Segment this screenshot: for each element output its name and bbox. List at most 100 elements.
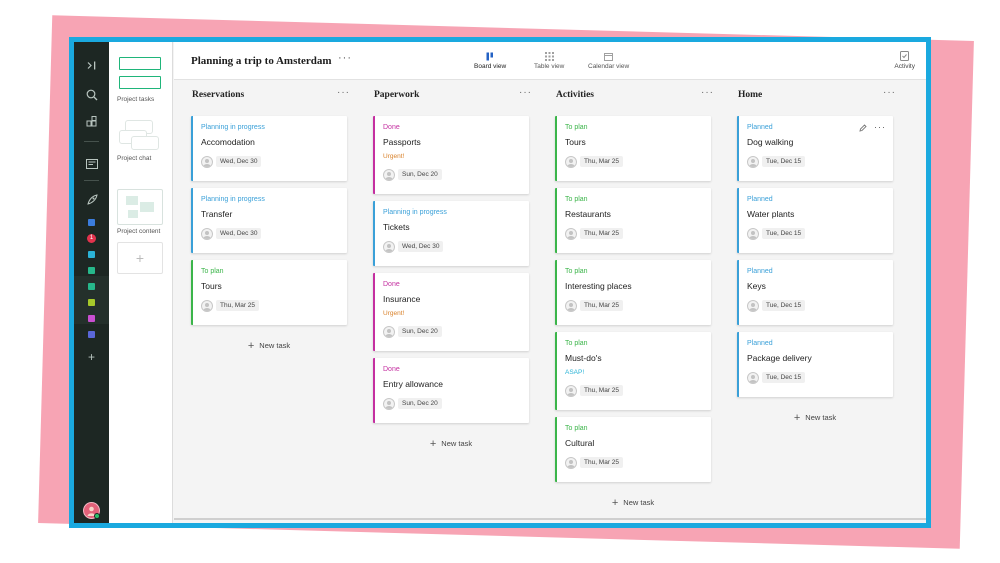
assignee-avatar-icon[interactable] (565, 456, 577, 469)
assignee-avatar-icon[interactable] (201, 155, 213, 168)
task-card[interactable]: Done Entry allowance Sun, Dec 20 (373, 358, 529, 423)
board-icon (474, 49, 506, 63)
column-header: Activities ··· (556, 87, 714, 104)
project-square-icon (88, 282, 95, 290)
notification-badge[interactable]: 1 (74, 228, 109, 248)
tab-label: Board view (474, 63, 507, 70)
project-square-icon (88, 314, 95, 322)
page-title: Planning a trip to Amsterdam (191, 55, 332, 67)
activity-button[interactable]: Activity (894, 49, 915, 70)
task-footer: Wed, Dec 30 (201, 155, 262, 168)
thumbnail-bubble (131, 136, 159, 150)
add-project-icon[interactable]: + (87, 350, 95, 364)
due-date: Thu, Mar 25 (216, 300, 260, 311)
tab-calendar-view[interactable]: Calendar view (588, 49, 629, 70)
task-name: Cultural (565, 438, 595, 448)
project-color-icon[interactable] (74, 292, 109, 312)
task-card[interactable]: Planned Dog walking Tue, Dec 15 ··· (737, 116, 893, 181)
task-card[interactable]: Done Passports Urgent! Sun, Dec 20 (373, 116, 529, 194)
due-date: Tue, Dec 15 (762, 372, 806, 383)
column-more-icon[interactable]: ··· (701, 87, 714, 98)
project-color-icon[interactable] (74, 260, 109, 280)
task-name: Insurance (383, 294, 421, 304)
assignee-avatar-icon[interactable] (565, 384, 577, 397)
due-date: Thu, Mar 25 (580, 300, 624, 311)
task-footer: Wed, Dec 30 (383, 240, 444, 253)
sidebar-item-project-content[interactable]: Project content (117, 189, 167, 235)
project-color-icon[interactable] (74, 324, 109, 344)
task-name: Keys (747, 281, 766, 291)
assignee-avatar-icon[interactable] (747, 227, 759, 240)
new-task-button[interactable]: + New task (373, 437, 529, 450)
due-date: Tue, Dec 15 (762, 156, 806, 167)
project-color-icon[interactable] (74, 244, 109, 264)
task-status: Planning in progress (201, 196, 265, 203)
priority-flag: Urgent! (383, 153, 405, 160)
add-content-button[interactable]: + (117, 242, 167, 274)
column-more-icon[interactable]: ··· (519, 87, 532, 98)
collapse-sidebar-icon[interactable] (74, 55, 109, 75)
task-card[interactable]: To plan Cultural Thu, Mar 25 (555, 417, 711, 482)
task-status: To plan (565, 425, 588, 432)
task-status: Planned (747, 124, 773, 131)
apps-icon[interactable] (74, 111, 109, 131)
task-card[interactable]: Planned Keys Tue, Dec 15 (737, 260, 893, 325)
due-date: Wed, Dec 30 (216, 228, 262, 239)
assignee-avatar-icon[interactable] (747, 371, 759, 384)
tab-board-view[interactable]: Board view (474, 49, 506, 70)
project-color-icon[interactable] (74, 212, 109, 232)
task-card[interactable]: To plan Restaurants Thu, Mar 25 (555, 188, 711, 253)
new-task-button[interactable]: + New task (191, 339, 347, 352)
assignee-avatar-icon[interactable] (747, 155, 759, 168)
add-icon: + (117, 242, 163, 274)
horizontal-scrollbar[interactable] (174, 518, 926, 520)
task-card[interactable]: To plan Must-do's ASAP! Thu, Mar 25 (555, 332, 711, 410)
assignee-avatar-icon[interactable] (383, 397, 395, 410)
project-color-icon[interactable] (74, 276, 109, 296)
sidebar-item-project-chat[interactable]: Project chat (117, 116, 167, 162)
column-more-icon[interactable]: ··· (337, 87, 350, 98)
assignee-avatar-icon[interactable] (201, 227, 213, 240)
task-status: Done (383, 124, 400, 131)
task-card[interactable]: Planning in progress Transfer Wed, Dec 30 (191, 188, 347, 253)
assignee-avatar-icon[interactable] (383, 168, 395, 181)
project-color-icon[interactable] (74, 308, 109, 328)
task-status: Planned (747, 340, 773, 347)
task-card[interactable]: Planned Package delivery Tue, Dec 15 (737, 332, 893, 397)
assignee-avatar-icon[interactable] (565, 155, 577, 168)
new-task-button[interactable]: + New task (737, 411, 893, 424)
column-header: Home ··· (738, 87, 896, 104)
column-more-icon[interactable]: ··· (883, 87, 896, 98)
assignee-avatar-icon[interactable] (383, 240, 395, 253)
card-more-icon[interactable]: ··· (874, 122, 886, 132)
new-task-button[interactable]: + New task (555, 496, 711, 509)
task-card[interactable]: Done Insurance Urgent! Sun, Dec 20 (373, 273, 529, 351)
project-square-icon (88, 298, 95, 306)
task-status: Done (383, 366, 400, 373)
project-more-icon[interactable]: ··· (338, 52, 352, 64)
task-card[interactable]: Planned Water plants Tue, Dec 15 (737, 188, 893, 253)
edit-icon[interactable] (859, 124, 867, 134)
sidebar-item-project-tasks[interactable]: Project tasks (117, 55, 167, 103)
tab-table-view[interactable]: Table view (534, 49, 564, 70)
search-icon[interactable] (74, 85, 109, 105)
task-card[interactable]: To plan Interesting places Thu, Mar 25 (555, 260, 711, 325)
assignee-avatar-icon[interactable] (565, 299, 577, 312)
task-name: Water plants (747, 209, 795, 219)
avatar[interactable] (83, 502, 100, 519)
assignee-avatar-icon[interactable] (383, 325, 395, 338)
thumbnail-block (128, 210, 138, 218)
task-card[interactable]: To plan Tours Thu, Mar 25 (191, 260, 347, 325)
plus-icon: + (611, 497, 619, 509)
rocket-icon[interactable] (74, 190, 109, 210)
task-card[interactable]: Planning in progress Tickets Wed, Dec 30 (373, 201, 529, 266)
assignee-avatar-icon[interactable] (565, 227, 577, 240)
task-card[interactable]: Planning in progress Accomodation Wed, Dec… (191, 116, 347, 181)
assignee-avatar-icon[interactable] (747, 299, 759, 312)
task-card[interactable]: To plan Tours Thu, Mar 25 (555, 116, 711, 181)
inbox-icon[interactable] (74, 154, 109, 174)
rail-divider (84, 141, 99, 142)
task-footer: Thu, Mar 25 (201, 299, 260, 312)
assignee-avatar-icon[interactable] (201, 299, 213, 312)
